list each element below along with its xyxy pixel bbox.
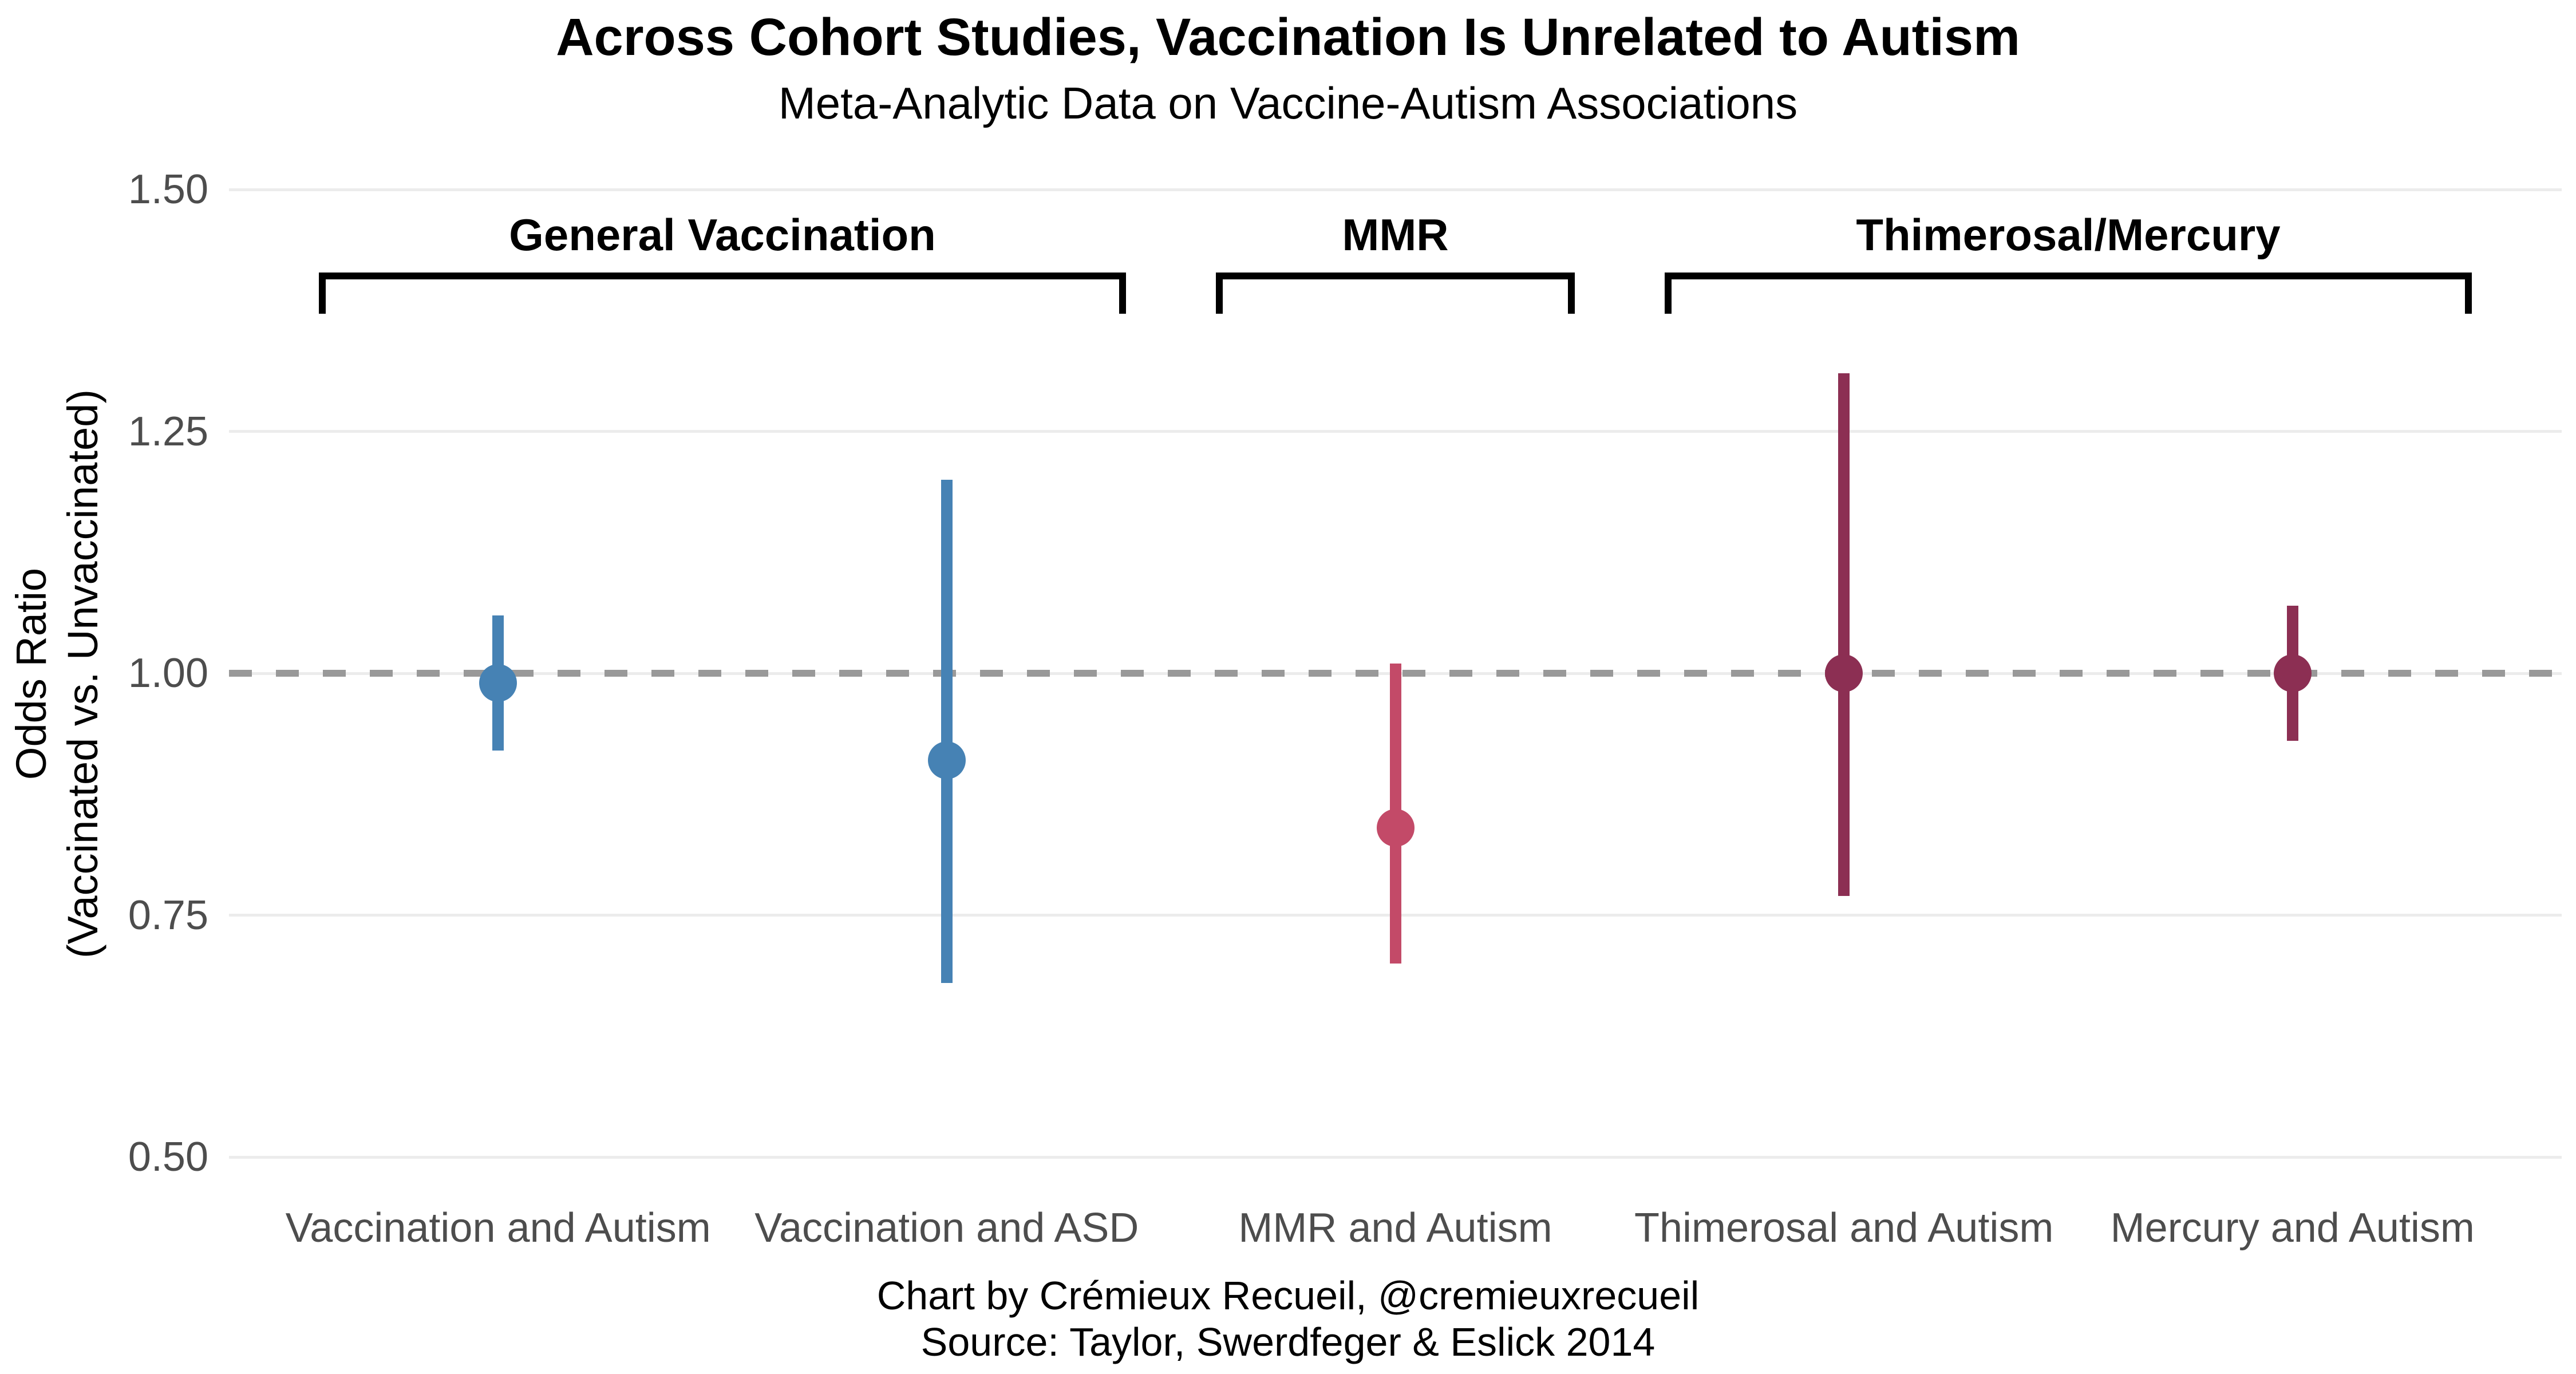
y-tick-label: 0.50: [128, 1134, 208, 1180]
odds-ratio-point: [1825, 654, 1863, 692]
x-tick-label: Thimerosal and Autism: [1634, 1205, 2054, 1251]
y-gridline: [229, 1155, 2562, 1159]
y-tick-label: 1.50: [128, 167, 208, 212]
group-label: MMR: [1342, 210, 1449, 260]
y-tick-label: 0.75: [128, 892, 208, 938]
x-tick-label: Vaccination and Autism: [285, 1205, 711, 1251]
chart-source: Source: Taylor, Swerdfeger & Eslick 2014: [920, 1320, 1656, 1364]
group-bracket: [318, 273, 1127, 314]
chart-credit: Chart by Crémieux Recueil, @cremieuxrecu…: [876, 1273, 1700, 1318]
y-axis: 1.50 1.25 1.00 0.75 0.50: [0, 0, 208, 1374]
y-gridline: [229, 188, 2562, 191]
group-label: Thimerosal/Mercury: [1856, 210, 2281, 260]
group-bracket: [1664, 273, 2472, 314]
plot-panel: Vaccination and Autism Vaccination and AS…: [229, 0, 2562, 1374]
y-gridline: [229, 430, 2562, 433]
x-tick-label: Mercury and Autism: [2110, 1205, 2475, 1251]
chart-title: Across Cohort Studies, Vaccination Is Un…: [556, 8, 2020, 66]
confidence-interval-bar: [941, 480, 953, 983]
group-label: General Vaccination: [509, 210, 936, 260]
odds-ratio-point: [1376, 809, 1415, 847]
y-tick-label: 1.00: [128, 650, 208, 696]
odds-ratio-point: [479, 664, 517, 702]
chart-subtitle: Meta-Analytic Data on Vaccine-Autism Ass…: [778, 78, 1798, 128]
x-tick-label: Vaccination and ASD: [754, 1205, 1139, 1251]
confidence-interval-bar: [1838, 373, 1850, 896]
odds-ratio-point: [2273, 654, 2312, 692]
y-tick-label: 1.25: [128, 408, 208, 455]
odds-ratio-point: [927, 741, 966, 780]
x-tick-label: MMR and Autism: [1238, 1205, 1552, 1251]
group-bracket: [1216, 273, 1575, 314]
